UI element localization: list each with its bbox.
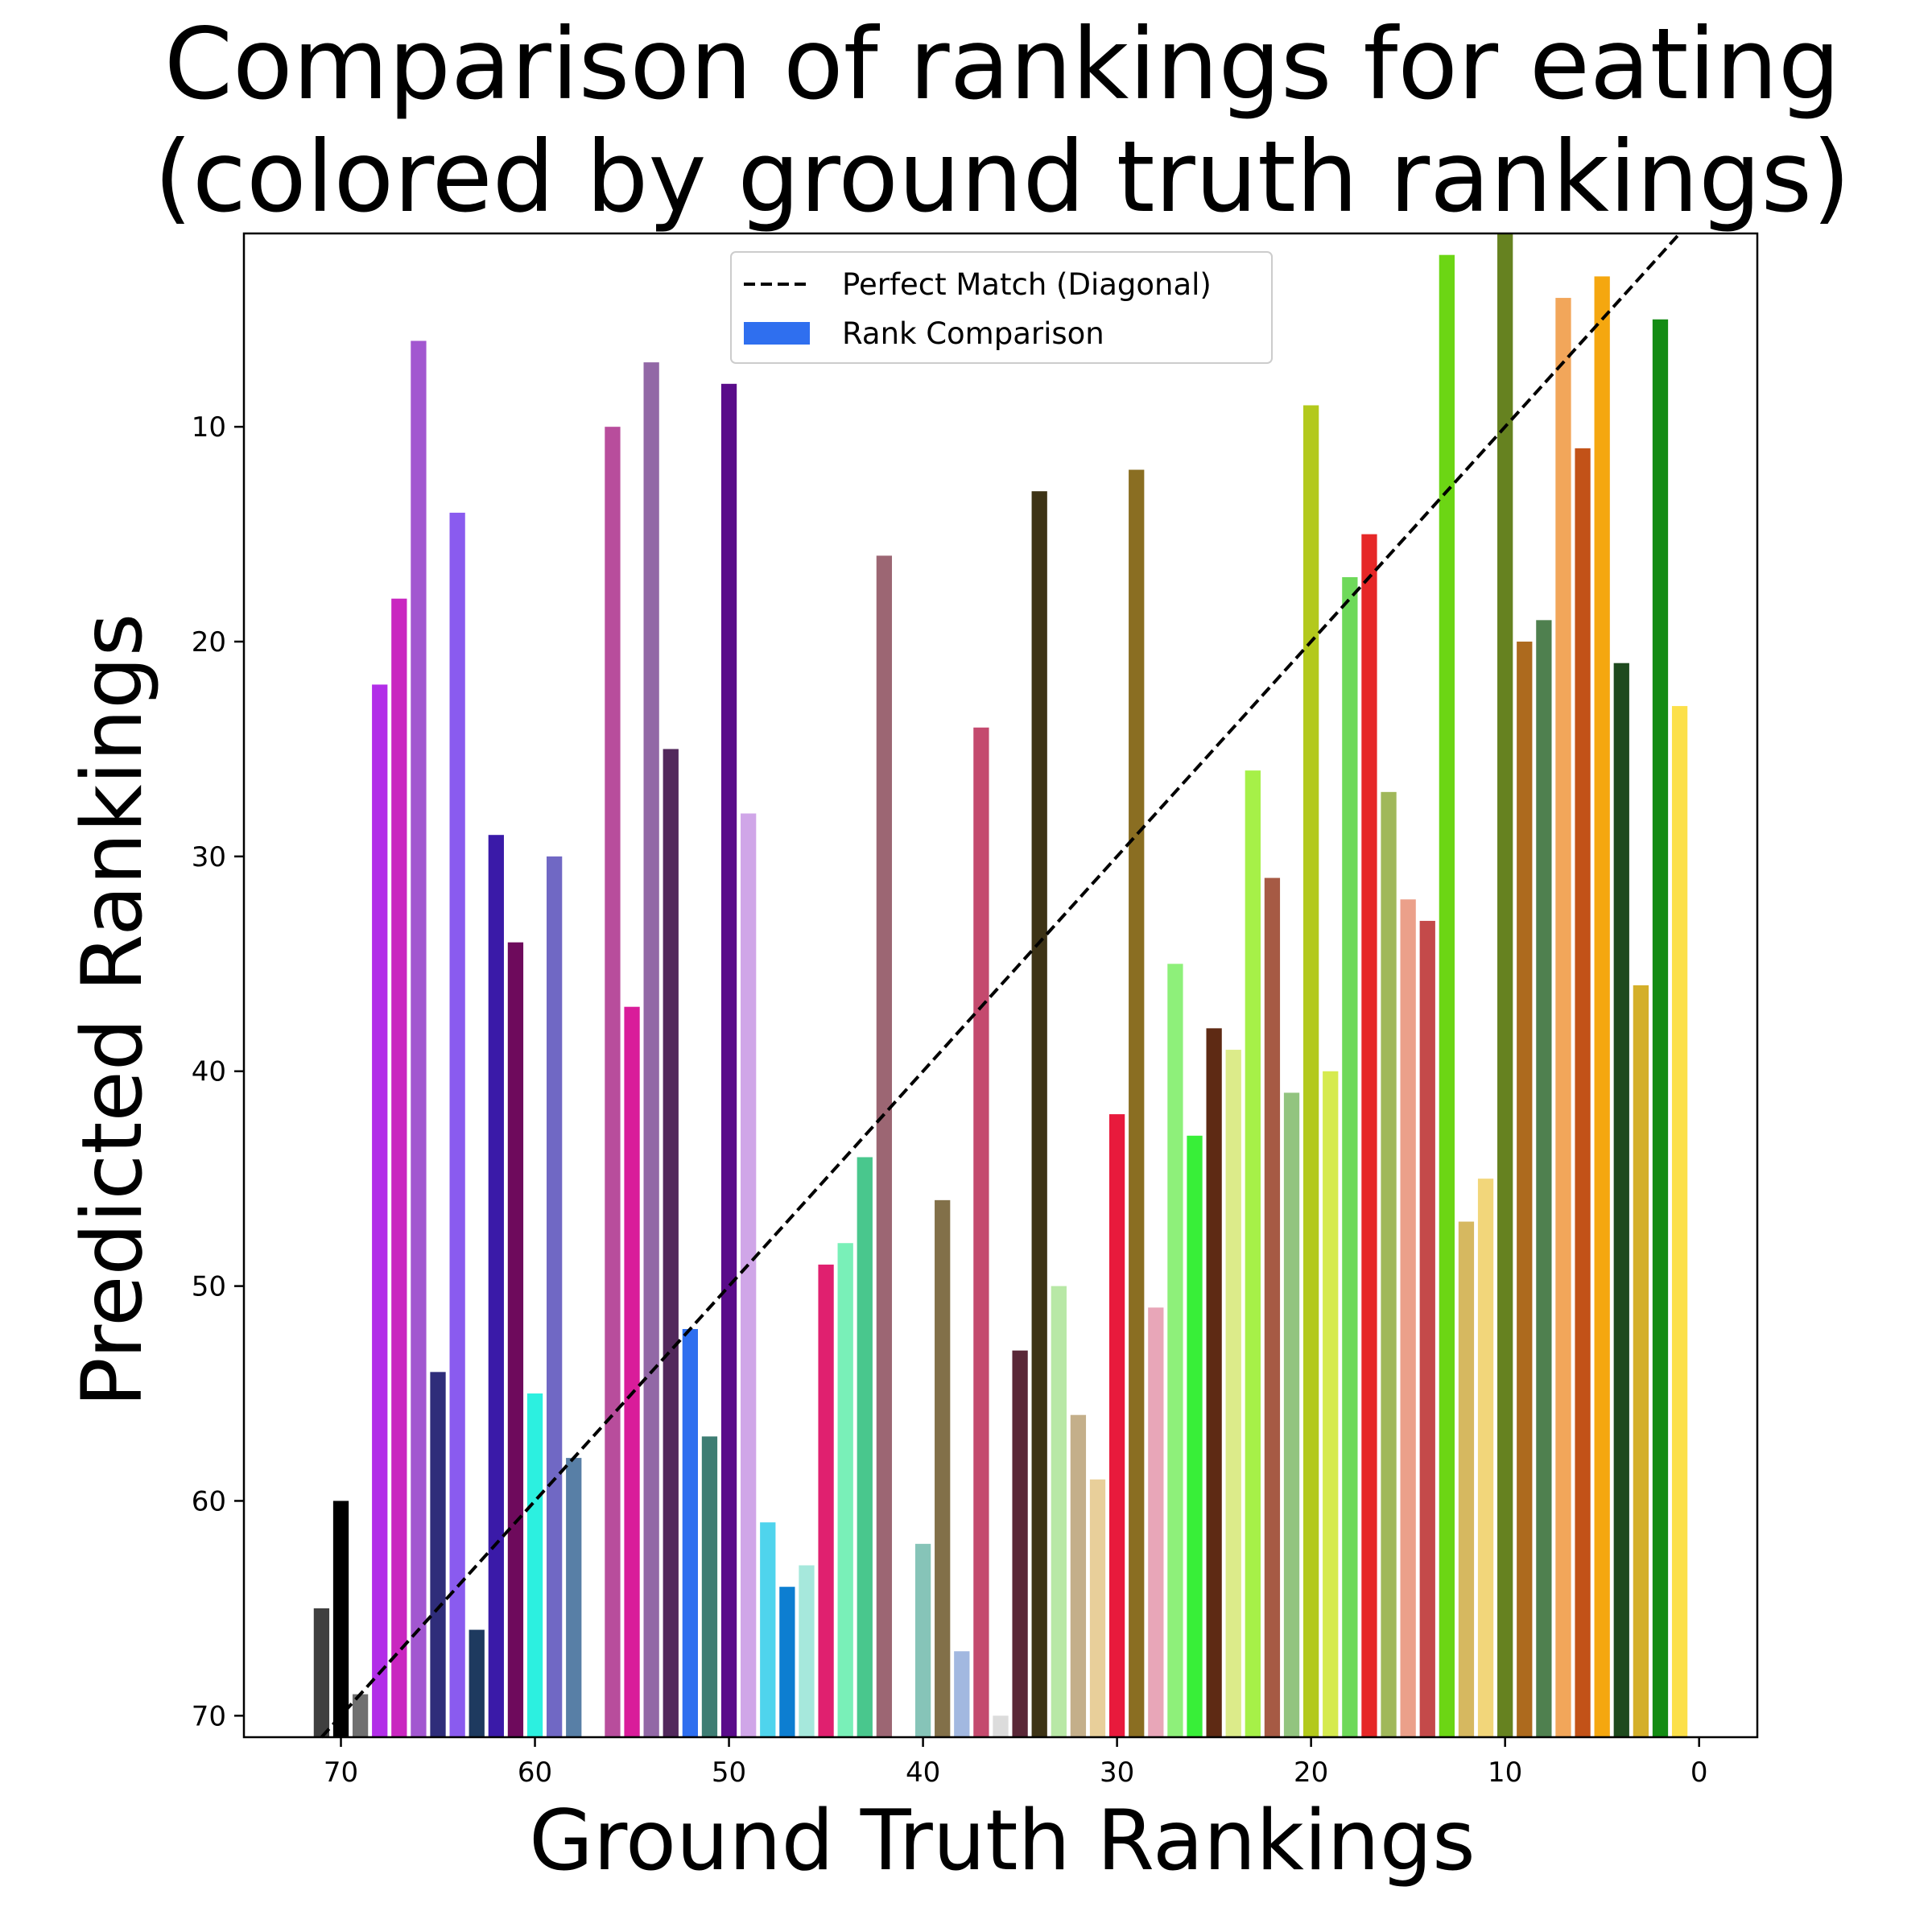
legend-label: Perfect Match (Diagonal)	[842, 267, 1212, 302]
bar-rank-13	[1439, 254, 1455, 1738]
legend: Perfect Match (Diagonal) Rank Comparison	[730, 251, 1273, 364]
bar-rank-61	[507, 942, 524, 1737]
legend-swatch-rank-comparison	[744, 322, 810, 345]
bar-rank-53	[663, 749, 679, 1738]
perfect-match-diagonal	[320, 232, 1682, 1739]
bar-rank-23	[1245, 770, 1261, 1737]
x-tick-label: 30	[1100, 1757, 1134, 1789]
bar-rank-56	[605, 427, 621, 1738]
bar-rank-67	[391, 598, 407, 1738]
bar-rank-29	[1129, 469, 1145, 1737]
x-tick-label: 0	[1690, 1757, 1708, 1789]
chart-title-line-2: (colored by ground truth rankings)	[154, 120, 1850, 234]
chart-title-line-1: Comparison of rankings for eating	[164, 7, 1840, 122]
bar-rank-69	[352, 1694, 369, 1737]
bar-rank-40	[914, 1543, 931, 1737]
bar-rank-26	[1187, 1135, 1203, 1737]
bar-rank-17	[1361, 534, 1377, 1737]
plot-frame	[242, 232, 1759, 1739]
bar-rank-21	[1283, 1092, 1300, 1737]
bar-rank-37	[973, 727, 989, 1737]
y-tick-label: 20	[192, 626, 226, 658]
x-tick-label: 40	[906, 1757, 940, 1789]
bar-rank-16	[1381, 791, 1397, 1737]
bar-rank-64	[449, 512, 465, 1738]
bar-rank-55	[624, 1006, 640, 1737]
bar-rank-66	[411, 341, 427, 1738]
bar-rank-70	[332, 1501, 349, 1737]
y-tick-label: 10	[192, 411, 226, 444]
bar-rank-43	[857, 1157, 873, 1737]
bar-rank-28	[1148, 1307, 1164, 1737]
bar-rank-5	[1594, 276, 1610, 1737]
bar-rank-52	[682, 1328, 698, 1737]
bar-rank-54	[643, 362, 659, 1737]
bar-rank-7	[1555, 298, 1571, 1737]
bar-rank-20	[1303, 405, 1319, 1737]
bar-rank-47	[779, 1587, 795, 1737]
legend-box	[730, 251, 1273, 364]
bar-rank-49	[741, 813, 757, 1737]
bar-rank-44	[837, 1243, 853, 1737]
bar-rank-15	[1400, 899, 1416, 1737]
bar-rank-58	[566, 1458, 582, 1737]
bar-rank-9	[1517, 642, 1533, 1737]
bar-rank-48	[760, 1522, 776, 1737]
bar-rank-3	[1633, 985, 1649, 1737]
x-tick-label: 20	[1294, 1757, 1328, 1789]
bar-rank-71	[313, 1608, 330, 1737]
bar-rank-27	[1167, 964, 1183, 1737]
y-tick-label: 40	[192, 1056, 226, 1088]
y-tick-label: 60	[192, 1485, 226, 1517]
plot-area: 70 60 50 40 30 20 10 0 10 20 30 40 50 60 70	[192, 232, 1759, 1789]
y-tick-label: 70	[192, 1700, 226, 1732]
bar-rank-8	[1536, 620, 1552, 1737]
y-tick-label: 50	[192, 1271, 226, 1303]
bar-rank-45	[818, 1264, 834, 1737]
bar-rank-30	[1108, 1114, 1125, 1737]
bar-rank-35	[1012, 1350, 1028, 1737]
y-axis-label: Predicted Rankings	[64, 613, 161, 1408]
bar-rank-19	[1323, 1071, 1339, 1737]
x-tick-label: 50	[712, 1757, 746, 1789]
bar-rank-1	[1671, 706, 1688, 1737]
x-tick-label: 70	[324, 1757, 358, 1789]
x-tick-label: 60	[518, 1757, 552, 1789]
bar-rank-59	[547, 856, 563, 1737]
bar-rank-65	[430, 1372, 446, 1737]
bar-rank-34	[1031, 491, 1047, 1737]
bar-rank-25	[1206, 1028, 1222, 1737]
bar-rank-50	[720, 383, 737, 1737]
bar-rank-12	[1458, 1221, 1475, 1737]
bar-rank-42	[876, 555, 893, 1737]
bar-rank-6	[1575, 448, 1591, 1737]
bar-rank-11	[1477, 1179, 1494, 1737]
bar-rank-4	[1613, 663, 1629, 1738]
bar-rank-62	[488, 835, 504, 1737]
legend-label: Rank Comparison	[842, 316, 1104, 351]
y-tick-label: 30	[192, 841, 226, 873]
bar-rank-51	[701, 1436, 718, 1737]
bar-rank-39	[935, 1199, 951, 1737]
bar-rank-33	[1051, 1286, 1067, 1737]
bar-rank-32	[1070, 1414, 1087, 1737]
bar-rank-46	[799, 1565, 815, 1737]
bar-rank-2	[1652, 319, 1669, 1737]
x-axis-label: Ground Truth Rankings	[529, 1793, 1476, 1889]
x-tick-label: 10	[1488, 1757, 1522, 1789]
bar-rank-68	[372, 684, 388, 1737]
bar-rank-60	[526, 1393, 543, 1737]
bar-rank-38	[954, 1651, 970, 1737]
bar-rank-14	[1419, 920, 1435, 1737]
bar-rank-10	[1497, 233, 1513, 1737]
bar-rank-63	[469, 1629, 485, 1737]
bar-rank-18	[1342, 576, 1358, 1737]
bar-rank-36	[993, 1715, 1009, 1737]
bar-rank-31	[1089, 1479, 1106, 1737]
bar-rank-22	[1264, 877, 1281, 1737]
bar-rank-24	[1225, 1050, 1241, 1737]
